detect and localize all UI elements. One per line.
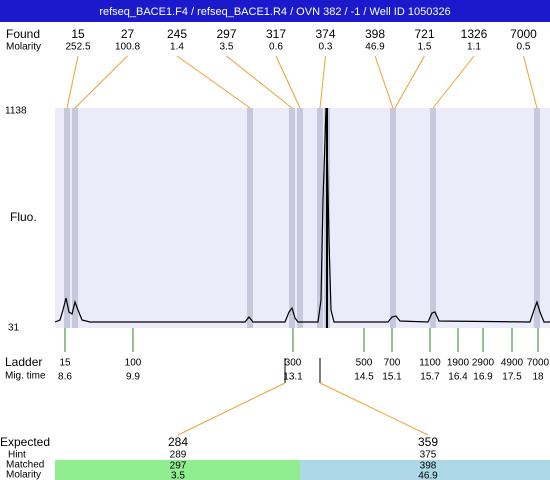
ladder-size: 1900 [447, 358, 470, 369]
matched-label: Matched [6, 460, 44, 471]
found-molarity: 0.5 [517, 42, 531, 53]
matched-size: 297 [170, 461, 187, 472]
found-molarity: 1.1 [467, 42, 481, 53]
found-connector [66, 55, 79, 109]
ladder-label: Ladder [5, 355, 42, 369]
peak-band [247, 108, 253, 328]
found-molarity: 1.4 [170, 42, 184, 53]
ladder-size: 100 [125, 358, 142, 369]
matched-band [300, 460, 550, 480]
molarity-label: Molarity [6, 470, 41, 480]
found-molarity: 252.5 [65, 42, 90, 53]
found-size: 15 [71, 27, 85, 41]
found-connector [319, 55, 326, 109]
ladder-size: 500 [356, 358, 373, 369]
found-connector [374, 55, 394, 109]
ladder-time: 18 [532, 372, 544, 383]
hint-label: Hint [8, 450, 26, 461]
matched-molarity: 3.5 [171, 471, 185, 480]
y-axis-label: Fluo. [10, 210, 37, 224]
expected-label: Expected [0, 435, 50, 449]
ladder-time: 9.9 [126, 372, 140, 383]
peak-band [390, 108, 396, 328]
found-molarity: 0.6 [269, 42, 283, 53]
ladder-size: 2900 [472, 358, 495, 369]
ladder-size: 1100 [419, 358, 441, 369]
found-size: 1326 [461, 27, 488, 41]
ladder-time: 16.4 [448, 372, 468, 383]
found-molarity: 46.9 [365, 42, 385, 53]
hint-size: 375 [420, 450, 437, 461]
ladder-size: 300 [285, 358, 302, 369]
found-molarity: 0.3 [319, 42, 333, 53]
title: refseq_BACE1.F4 / refseq_BACE1.R4 / OVN … [99, 6, 450, 18]
found-size: 317 [266, 27, 286, 41]
ladder-size: 15 [59, 358, 71, 369]
found-connector [74, 55, 128, 109]
found-molarity: 3.5 [220, 42, 234, 53]
peak-band [317, 108, 323, 328]
ladder-time: 16.9 [473, 372, 493, 383]
matched-size: 398 [420, 461, 437, 472]
matched-molarity: 46.9 [418, 471, 438, 480]
found-size: 27 [121, 27, 135, 41]
found-connector [523, 55, 538, 109]
ladder-time: 8.6 [58, 372, 72, 383]
found-connector [226, 55, 293, 109]
ladder-size: 7000 [527, 358, 550, 369]
found-size: 721 [414, 27, 434, 41]
found-connector [432, 55, 475, 109]
found-label: Found [6, 27, 40, 41]
time-label: Mig. time [5, 371, 46, 382]
peak-band [430, 108, 436, 328]
found-molarity: 100.8 [115, 42, 140, 53]
peak-band [297, 108, 303, 328]
ladder-time: 13.1 [283, 372, 303, 383]
found-connector [394, 55, 425, 109]
found-size: 245 [167, 27, 187, 41]
ladder-time: 17.5 [502, 372, 522, 383]
peak-band [534, 108, 540, 328]
found-molarity: 1.5 [418, 42, 432, 53]
expected-connector [319, 382, 429, 436]
y-min: 31 [8, 323, 20, 334]
ladder-time: 15.7 [420, 372, 440, 383]
peak-band [72, 108, 78, 328]
found-size: 398 [365, 27, 385, 41]
expected-size: 284 [168, 435, 188, 449]
found-connector [275, 55, 301, 109]
ladder-size: 4900 [501, 358, 524, 369]
y-max: 1138 [5, 106, 27, 117]
title-bar [0, 0, 550, 22]
found-size: 7000 [510, 27, 537, 41]
ladder-time: 14.5 [354, 372, 374, 383]
found-size: 374 [315, 27, 335, 41]
expected-size: 359 [418, 435, 438, 449]
ladder-time: 15.1 [382, 372, 402, 383]
hint-size: 289 [170, 450, 187, 461]
peak-band [289, 108, 295, 328]
molarity-label: Molarity [6, 42, 41, 53]
found-connector [176, 55, 251, 109]
ladder-size: 700 [384, 358, 401, 369]
trace [54, 107, 550, 323]
peak-band [64, 108, 70, 328]
found-size: 297 [216, 27, 236, 41]
expected-connector [177, 382, 286, 436]
matched-band [55, 460, 300, 480]
